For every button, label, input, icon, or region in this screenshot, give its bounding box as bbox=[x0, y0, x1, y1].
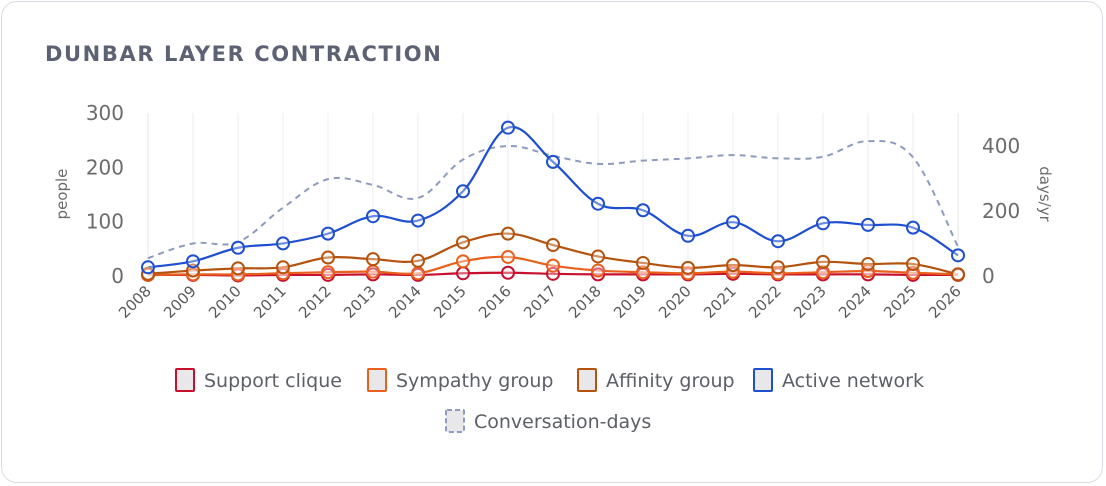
data-point-affinity-group[interactable] bbox=[591, 249, 605, 264]
data-point-active-network[interactable] bbox=[951, 248, 965, 263]
x-tick-label: 2011 bbox=[250, 282, 290, 322]
x-tick-label: 2017 bbox=[520, 282, 560, 322]
legend-swatch-affinity-group[interactable] bbox=[577, 368, 597, 392]
x-tick-label: 2012 bbox=[295, 282, 335, 322]
y-left-tick-label: 300 bbox=[86, 101, 124, 125]
data-point-affinity-group[interactable] bbox=[906, 257, 920, 272]
data-point-affinity-group[interactable] bbox=[546, 238, 560, 253]
data-point-affinity-group[interactable] bbox=[636, 255, 650, 270]
y-right-tick-label: 400 bbox=[982, 134, 1020, 158]
series-line-support-clique bbox=[147, 271, 959, 277]
data-point-active-network[interactable] bbox=[861, 217, 875, 232]
data-point-affinity-group[interactable] bbox=[771, 260, 785, 275]
x-tick-label: 2019 bbox=[610, 282, 650, 322]
y-right-axis-title: days/yr bbox=[1036, 166, 1054, 222]
data-point-sympathy-group[interactable] bbox=[456, 254, 470, 269]
y-left-tick-label: 200 bbox=[86, 155, 124, 179]
legend-label-active-network: Active network bbox=[782, 370, 924, 392]
data-point-sympathy-group[interactable] bbox=[501, 249, 515, 264]
data-point-affinity-group[interactable] bbox=[321, 250, 335, 265]
data-point-active-network[interactable] bbox=[456, 184, 470, 199]
x-tick-label: 2010 bbox=[205, 282, 245, 322]
data-point-active-network[interactable] bbox=[141, 260, 155, 275]
data-point-affinity-group[interactable] bbox=[861, 257, 875, 272]
x-tick-label: 2013 bbox=[340, 282, 380, 322]
data-point-active-network[interactable] bbox=[321, 226, 335, 241]
data-point-active-network[interactable] bbox=[366, 209, 380, 224]
x-tick-label: 2022 bbox=[745, 282, 785, 322]
data-point-active-network[interactable] bbox=[906, 220, 920, 235]
y-right-tick-label: 200 bbox=[982, 199, 1020, 223]
data-point-affinity-group[interactable] bbox=[726, 258, 740, 273]
data-point-active-network[interactable] bbox=[771, 234, 785, 249]
data-point-affinity-group[interactable] bbox=[276, 260, 290, 275]
x-tick-label: 2024 bbox=[835, 282, 875, 322]
data-point-sympathy-group[interactable] bbox=[816, 265, 830, 280]
data-point-sympathy-group[interactable] bbox=[411, 266, 425, 281]
y-left-tick-label: 100 bbox=[86, 210, 124, 234]
data-point-affinity-group[interactable] bbox=[501, 226, 515, 241]
data-point-affinity-group[interactable] bbox=[816, 254, 830, 269]
legend-label-affinity-group: Affinity group bbox=[606, 370, 735, 392]
x-tick-label: 2023 bbox=[790, 282, 830, 322]
data-point-active-network[interactable] bbox=[186, 254, 200, 269]
y-left-axis-title: people bbox=[53, 169, 71, 220]
data-point-support-clique[interactable] bbox=[501, 265, 515, 280]
legend-label-conversation-days: Conversation-days bbox=[474, 411, 651, 433]
legend-swatch-active-network[interactable] bbox=[753, 368, 773, 392]
data-point-support-clique[interactable] bbox=[456, 266, 470, 281]
x-tick-label: 2020 bbox=[655, 282, 695, 322]
x-tick-label: 2009 bbox=[160, 282, 200, 322]
data-point-sympathy-group[interactable] bbox=[321, 265, 335, 280]
data-point-active-network[interactable] bbox=[591, 196, 605, 211]
chart-title: DUNBAR LAYER CONTRACTION bbox=[45, 42, 443, 66]
data-point-sympathy-group[interactable] bbox=[186, 267, 200, 282]
x-tick-label: 2008 bbox=[115, 282, 155, 322]
x-tick-label: 2018 bbox=[565, 282, 605, 322]
legend-swatch-conversation-days[interactable] bbox=[445, 409, 465, 433]
data-point-active-network[interactable] bbox=[816, 216, 830, 231]
legend-label-sympathy-group: Sympathy group bbox=[396, 370, 553, 392]
x-tick-label: 2014 bbox=[385, 282, 425, 322]
data-point-affinity-group[interactable] bbox=[231, 261, 245, 276]
data-point-active-network[interactable] bbox=[411, 213, 425, 228]
data-point-sympathy-group[interactable] bbox=[366, 264, 380, 279]
data-point-sympathy-group[interactable] bbox=[546, 258, 560, 273]
x-tick-label: 2016 bbox=[475, 282, 515, 322]
data-point-active-network[interactable] bbox=[636, 203, 650, 218]
data-point-active-network[interactable] bbox=[231, 240, 245, 255]
data-point-active-network[interactable] bbox=[501, 120, 515, 135]
x-tick-label: 2015 bbox=[430, 282, 470, 322]
data-point-affinity-group[interactable] bbox=[951, 267, 965, 282]
x-tick-label: 2025 bbox=[880, 282, 920, 322]
x-tick-label: 2021 bbox=[700, 282, 740, 322]
data-point-active-network[interactable] bbox=[681, 228, 695, 243]
legend-swatch-sympathy-group[interactable] bbox=[367, 368, 387, 392]
data-point-affinity-group[interactable] bbox=[681, 260, 695, 275]
data-point-active-network[interactable] bbox=[546, 154, 560, 169]
x-tick-label: 2026 bbox=[925, 282, 965, 322]
y-right-tick-label: 0 bbox=[982, 264, 995, 288]
data-point-affinity-group[interactable] bbox=[411, 253, 425, 268]
series-line-active-network bbox=[147, 125, 959, 269]
data-point-sympathy-group[interactable] bbox=[591, 263, 605, 278]
legend-swatch-support-clique[interactable] bbox=[175, 368, 195, 392]
data-point-affinity-group[interactable] bbox=[456, 235, 470, 250]
data-point-active-network[interactable] bbox=[726, 215, 740, 230]
data-point-active-network[interactable] bbox=[276, 236, 290, 251]
data-point-affinity-group[interactable] bbox=[366, 252, 380, 267]
y-left-tick-label: 0 bbox=[111, 264, 124, 288]
legend-label-support-clique: Support clique bbox=[204, 370, 342, 392]
data-point-support-clique[interactable] bbox=[591, 267, 605, 282]
